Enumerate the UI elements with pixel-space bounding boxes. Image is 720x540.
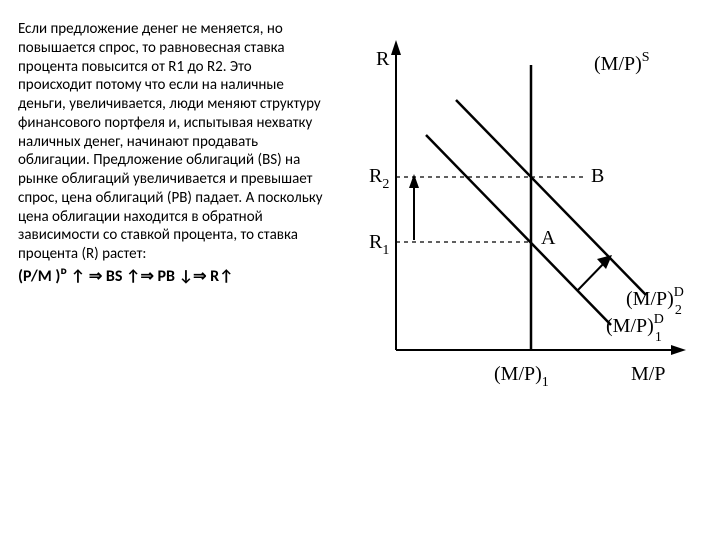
body-paragraph: Если предложение денег не меняется, но п…	[18, 20, 328, 264]
y-axis-label: R	[376, 48, 390, 70]
x-axis-arrow	[671, 345, 686, 355]
x-tick-label: (M/P)1	[494, 363, 549, 390]
md1-label: (M/P)D1	[606, 312, 664, 345]
formula-line: (P/M )ᴰ ↑ ⇒ BS ↑⇒ PB ↓⇒ R↑	[18, 266, 328, 286]
r1-label: R1	[369, 231, 389, 258]
point-b: B	[591, 165, 604, 187]
point-a: A	[541, 227, 556, 249]
graph-column: R (M/P)S R1 R2 A B (M/P)D1 (M/P)D2 (M/P)…	[336, 20, 706, 415]
y-axis-arrow	[391, 40, 401, 55]
ms-label: (M/P)S	[594, 50, 650, 75]
text-column: Если предложение денег не меняется, но п…	[18, 20, 328, 415]
money-market-graph: R (M/P)S R1 R2 A B (M/P)D1 (M/P)D2 (M/P)…	[336, 30, 706, 410]
r2-label: R2	[369, 165, 389, 192]
md2-line	[456, 100, 646, 295]
r-shift-arrow	[409, 174, 419, 188]
x-axis-label: M/P	[631, 363, 665, 385]
